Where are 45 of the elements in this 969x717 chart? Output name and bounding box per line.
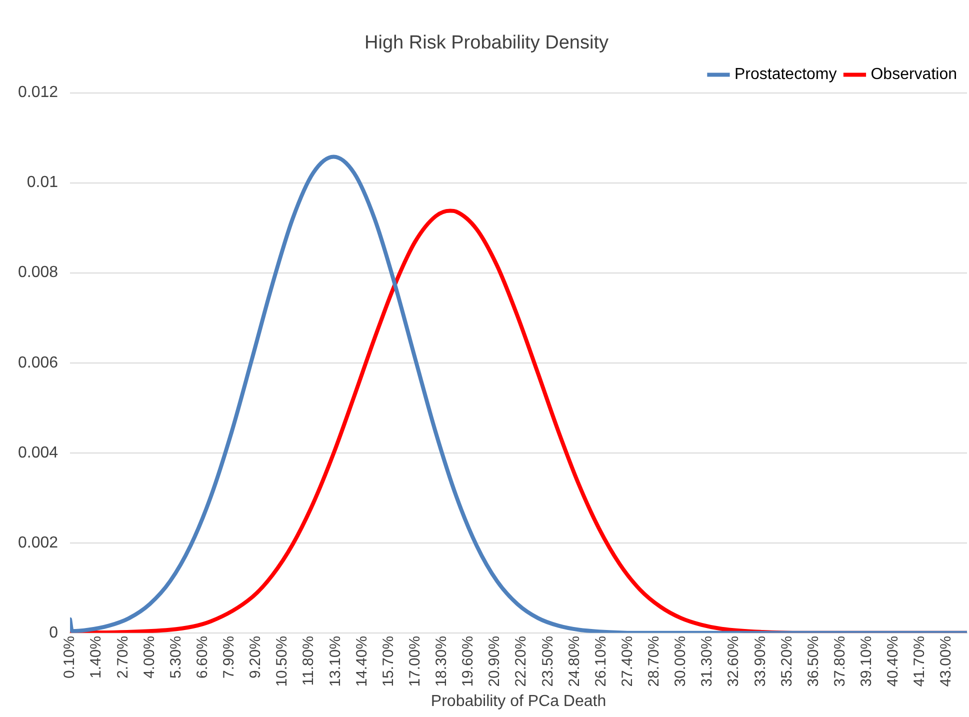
x-tick-label: 30.00% <box>672 636 690 687</box>
x-tick-label: 10.50% <box>274 636 291 687</box>
x-tick-label: 36.50% <box>804 636 822 687</box>
x-tick-label: 26.10% <box>592 636 610 687</box>
x-tick-label: 1.40% <box>88 636 105 678</box>
x-tick-label: 14.40% <box>353 636 370 687</box>
x-tick-label: 17.00% <box>406 636 424 687</box>
y-tick-label: 0.01 <box>26 174 58 192</box>
legend-label: Prostatectomy <box>734 66 837 84</box>
x-tick-label: 18.30% <box>433 636 450 687</box>
y-tick-label: 0.012 <box>18 84 58 102</box>
x-tick-label: 2.70% <box>114 636 132 678</box>
x-tick-label: 15.70% <box>380 636 397 687</box>
x-tick-label: 0.10% <box>61 636 78 678</box>
x-axis-title: Probability of PCa Death <box>430 692 606 710</box>
x-tick-label: 23.50% <box>539 636 556 687</box>
x-tick-label: 22.20% <box>512 636 530 687</box>
y-tick-label: 0.008 <box>18 264 58 282</box>
x-tick-label: 24.80% <box>566 636 583 687</box>
x-tick-label: 41.70% <box>911 636 928 687</box>
x-tick-label: 33.90% <box>752 636 769 687</box>
y-tick-label: 0.006 <box>18 354 58 372</box>
y-tick-label: 0.002 <box>18 534 58 552</box>
y-tick-label: 0 <box>49 624 58 642</box>
x-tick-label: 20.90% <box>486 636 504 687</box>
x-tick-label: 40.40% <box>884 636 902 687</box>
x-tick-label: 32.60% <box>725 636 742 687</box>
x-tick-label: 43.00% <box>938 636 955 687</box>
x-tick-label: 31.30% <box>698 636 716 687</box>
x-tick-label: 9.20% <box>247 636 264 678</box>
x-tick-label: 13.10% <box>326 636 344 687</box>
x-tick-label: 27.40% <box>618 636 636 687</box>
legend-label: Observation <box>870 66 957 84</box>
x-tick-label: 19.60% <box>460 636 477 687</box>
x-tick-label: 11.80% <box>300 636 318 686</box>
x-tick-label: 5.30% <box>167 636 184 678</box>
x-tick-label: 6.60% <box>194 636 211 678</box>
x-tick-label: 4.00% <box>140 636 158 678</box>
x-tick-label: 28.70% <box>646 636 663 687</box>
y-tick-label: 0.004 <box>18 444 58 462</box>
x-tick-label: 7.90% <box>220 636 238 678</box>
x-tick-label: 39.10% <box>858 636 876 687</box>
chart-title: High Risk Probability Density <box>364 32 609 54</box>
x-tick-label: 35.20% <box>778 636 796 687</box>
x-tick-label: 37.80% <box>831 636 848 687</box>
